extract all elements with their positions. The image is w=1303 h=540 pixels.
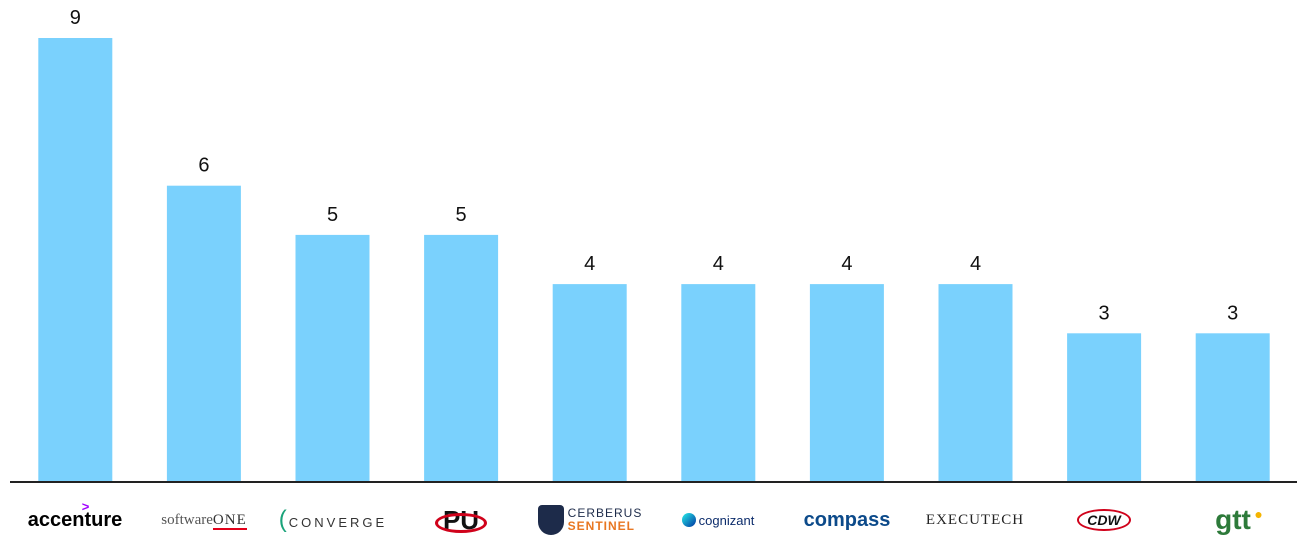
category-logo-cdw: CDW	[1040, 500, 1168, 540]
category-logo-cerberus-sentinel: CERBERUS SENTINEL	[526, 500, 654, 540]
converge-arc-icon: (	[278, 506, 287, 533]
bar-cerberus-sentinel	[552, 284, 627, 481]
category-logo-accenture: > accenture	[27, 498, 123, 531]
value-label-7: 4	[841, 253, 852, 275]
bar-converge	[295, 234, 370, 481]
bar-pu	[424, 234, 499, 481]
category-logo-compass: compass	[803, 508, 891, 531]
value-label-9: 3	[1099, 302, 1110, 324]
bar-compass	[809, 284, 884, 481]
bars-group	[38, 38, 1270, 481]
value-label-10: 3	[1227, 302, 1238, 324]
bar-cognizant	[681, 284, 756, 481]
cognizant-mark-icon	[681, 513, 696, 527]
value-label-5: 4	[584, 253, 595, 275]
bar-chart: 9 6 5 5 4 4 4 4 3 3	[10, 7, 1297, 483]
bar-softwareone	[166, 185, 241, 481]
bar-cdw	[1067, 333, 1142, 481]
gtt-dots-icon: ●	[1254, 506, 1263, 522]
bar-executech	[938, 284, 1013, 481]
value-labels-group: 9 6 5 5 4 4 4 4 3 3	[70, 7, 1239, 324]
value-label-8: 4	[970, 253, 981, 275]
bar-gtt	[1195, 333, 1270, 481]
value-label-1: 9	[70, 7, 81, 29]
category-logo-executech: EXECUTECH	[925, 511, 1025, 528]
accenture-chevron-icon: >	[81, 498, 90, 514]
category-logo-converge: (CONVERGE	[278, 506, 388, 533]
category-logo-cognizant: cognizant	[654, 500, 782, 540]
category-logo-gtt: gtt ●	[1215, 504, 1263, 535]
value-label-3: 5	[327, 204, 338, 226]
bar-accenture	[38, 38, 113, 481]
value-label-4: 5	[456, 204, 467, 226]
pu-ring-icon	[434, 512, 488, 533]
category-logo-softwareone: softwareONE	[161, 511, 247, 530]
shield-icon	[537, 505, 564, 535]
value-label-6: 4	[713, 253, 724, 275]
value-label-2: 6	[198, 155, 209, 177]
category-logo-pu: PU	[397, 500, 525, 540]
